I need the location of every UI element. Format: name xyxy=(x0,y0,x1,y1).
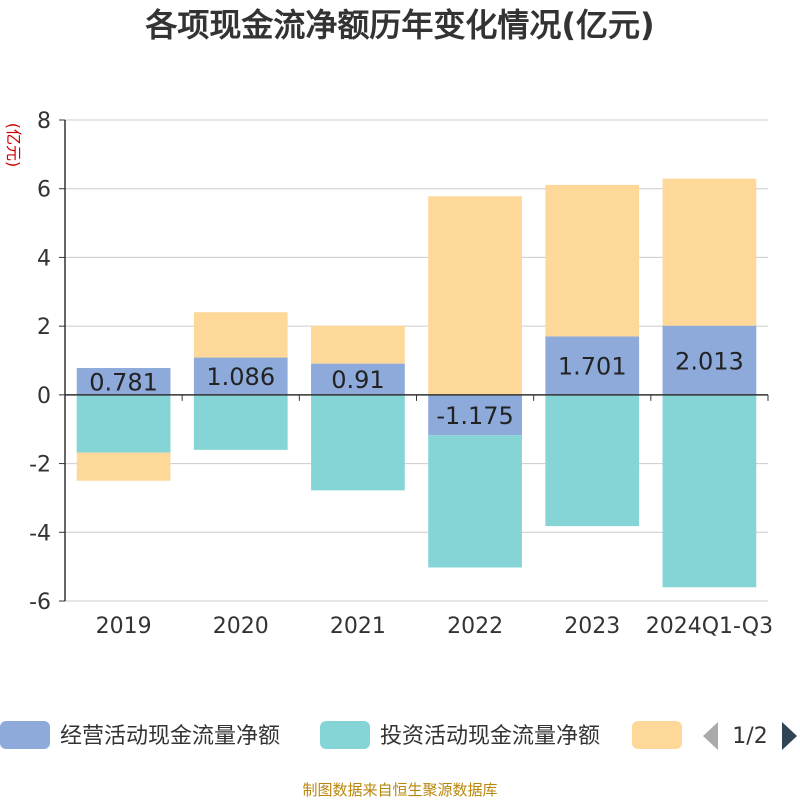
chart-title: 各项现金流净额历年变化情况(亿元) xyxy=(145,6,654,44)
x-tick-label: 2019 xyxy=(96,614,152,639)
bar-series2-2021 xyxy=(311,394,405,491)
bar-series3-2019 xyxy=(76,452,171,481)
bar-series3-2020 xyxy=(193,312,288,358)
bar-series3-2023 xyxy=(545,184,640,337)
data-label-2020: 1.086 xyxy=(206,363,275,391)
x-tick-label: 2022 xyxy=(447,614,503,639)
data-label-2023: 1.701 xyxy=(558,353,627,381)
source-note: 制图数据来自恒生聚源数据库 xyxy=(302,781,497,799)
y-axis-unit: (亿元) xyxy=(4,123,23,168)
y-tick-label: 4 xyxy=(37,246,51,271)
bar-series1-2024Q1-Q3 xyxy=(662,325,757,395)
x-tick-label: 2024Q1-Q3 xyxy=(646,614,773,639)
legend: 经营活动现金流量净额 投资活动现金流量净额 1/2 xyxy=(0,721,797,750)
y-tick-label: 0 xyxy=(37,384,51,409)
bar-series3-2021 xyxy=(311,325,405,364)
x-tick-label: 2021 xyxy=(330,614,386,639)
x-tick-label: 2020 xyxy=(213,614,269,639)
legend-next-icon xyxy=(782,722,797,750)
bar-series1-2020 xyxy=(193,357,288,395)
legend-label-2: 投资活动现金流量净额 xyxy=(380,724,600,749)
bar-series2-2019 xyxy=(76,394,171,453)
bars xyxy=(76,178,757,588)
y-tick-label: 6 xyxy=(37,178,51,203)
y-tick-label: -4 xyxy=(29,521,51,546)
legend-prev-icon xyxy=(703,722,718,750)
legend-page-indicator: 1/2 xyxy=(732,724,767,749)
legend-swatch-2 xyxy=(320,721,370,749)
bar-series2-2023 xyxy=(545,394,640,527)
legend-swatch-1 xyxy=(0,721,50,749)
bar-series3-2024Q1-Q3 xyxy=(662,178,757,326)
bar-series1-2023 xyxy=(545,336,640,395)
data-label-2022: -1.175 xyxy=(436,402,513,430)
y-tick-label: -6 xyxy=(29,590,51,615)
bar-series1-2021 xyxy=(311,363,405,395)
bar-series1-2019 xyxy=(76,368,171,395)
legend-swatch-3 xyxy=(632,721,682,749)
axes: -6 -4 -2 0 2 4 6 8 2019 2020 2021 2022 2023 2024Q1-Q3 xyxy=(29,109,773,639)
bar-series1-2022 xyxy=(428,394,522,436)
x-tick-label: 2023 xyxy=(564,614,620,639)
bar-series3-2022 xyxy=(428,196,522,395)
y-tick-label: 8 xyxy=(37,109,51,134)
data-labels: 0.781 1.086 0.91 -1.175 1.701 2.013 xyxy=(89,347,744,430)
data-label-2024Q1-Q3: 2.013 xyxy=(675,347,744,375)
y-tick-label: -2 xyxy=(29,453,51,478)
data-label-2019: 0.781 xyxy=(89,368,158,396)
data-label-2021: 0.91 xyxy=(331,366,384,394)
bar-series2-2020 xyxy=(193,394,288,450)
bar-series2-2022 xyxy=(428,435,522,568)
y-tick-label: 2 xyxy=(37,315,51,340)
bar-series2-2024Q1-Q3 xyxy=(662,394,757,588)
legend-label-1: 经营活动现金流量净额 xyxy=(60,724,280,749)
